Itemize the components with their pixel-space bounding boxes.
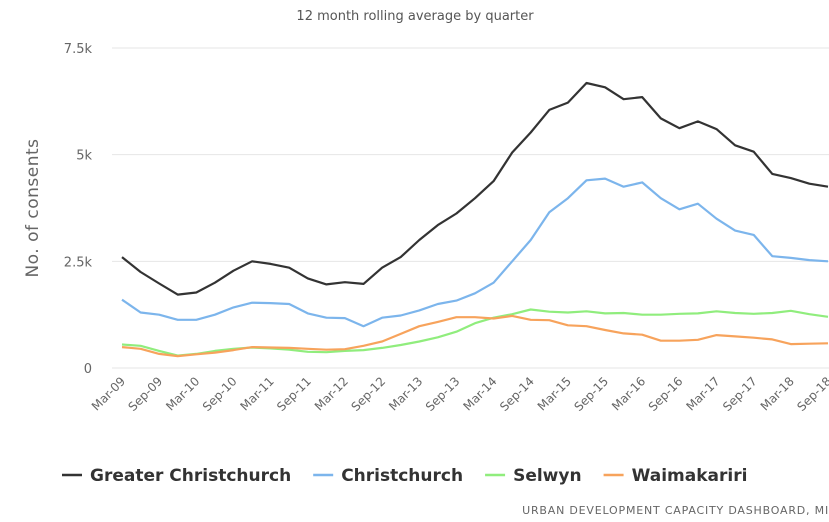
x-tick-label: Mar-12 xyxy=(312,374,351,413)
x-tick-label: Sep-15 xyxy=(571,374,611,414)
x-tick-label: Sep-12 xyxy=(348,374,388,414)
y-axis-label: No. of consents xyxy=(23,138,43,277)
chart-subtitle: 12 month rolling average by quarter xyxy=(296,9,534,24)
x-tick-label: Sep-09 xyxy=(126,374,166,414)
x-tick-label: Mar-18 xyxy=(758,374,797,413)
y-tick-label: 7.5k xyxy=(64,42,93,57)
legend-label: Waimakariri xyxy=(632,466,748,486)
y-tick-label: 2.5k xyxy=(64,255,93,270)
legend-label: Christchurch xyxy=(341,466,463,486)
series-line xyxy=(121,177,829,328)
x-tick-label: Sep-14 xyxy=(497,374,537,414)
x-tick-label: Mar-10 xyxy=(163,374,202,413)
legend-label: Greater Christchurch xyxy=(90,466,291,486)
x-tick-label: Mar-16 xyxy=(609,374,648,413)
x-tick-label: Sep-16 xyxy=(646,374,686,414)
x-tick-label: Mar-09 xyxy=(89,374,128,413)
x-tick-label: Mar-11 xyxy=(238,374,277,413)
x-tick-label: Sep-11 xyxy=(274,374,314,414)
y-tick-label: 0 xyxy=(84,362,92,377)
x-tick-label: Mar-14 xyxy=(460,374,499,413)
y-tick-label: 5k xyxy=(76,149,92,164)
source-note: URBAN DEVELOPMENT CAPACITY DASHBOARD, MI xyxy=(522,504,829,517)
series-line xyxy=(121,81,829,296)
x-tick-label: Sep-18 xyxy=(794,374,829,414)
series-line xyxy=(121,314,829,358)
x-tick-label: Mar-17 xyxy=(683,374,722,413)
x-tick-label: Sep-17 xyxy=(720,374,760,414)
x-tick-label: Mar-13 xyxy=(386,374,425,413)
x-tick-label: Mar-15 xyxy=(535,374,574,413)
x-tick-label: Sep-13 xyxy=(423,374,463,414)
x-tick-label: Sep-10 xyxy=(200,374,240,414)
legend-label: Selwyn xyxy=(513,466,582,486)
